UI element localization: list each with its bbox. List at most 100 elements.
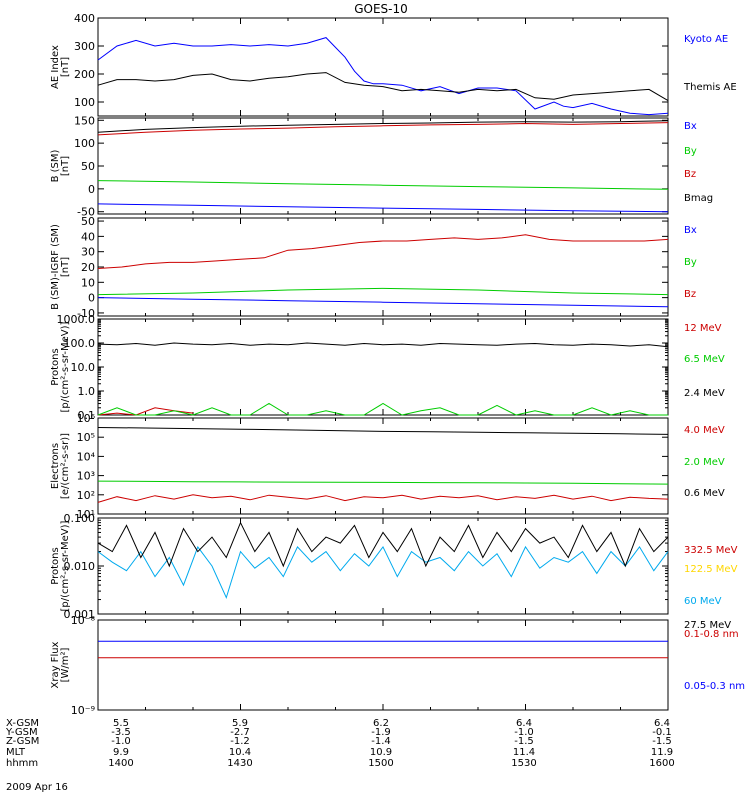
y-tick-label: 100 (74, 137, 95, 150)
panel-frame (97, 619, 669, 711)
ephemeris-value: 10.9 (370, 747, 392, 758)
panel-frame (97, 417, 669, 515)
y-axis-unit: [nT] (60, 156, 71, 176)
ephemeris-value: -3.5 (111, 727, 131, 738)
series-line-2-4-mev (97, 342, 669, 348)
y-axis-label: AE Index (50, 45, 61, 89)
legend-label: 2.4 MeV (684, 388, 725, 399)
ephemeris-value: 5.5 (113, 718, 129, 729)
y-tick-label: 10⁴ (77, 450, 96, 463)
ephemeris-value: 10.4 (229, 747, 251, 758)
series-line-27-5-mev (97, 521, 669, 568)
series-line-0-6-mev (97, 427, 669, 435)
y-tick-label: 0 (88, 183, 95, 196)
y-axis-label: Protons (50, 547, 61, 584)
legend-label: 122.5 MeV (684, 564, 738, 575)
series-line-6-5-mev (97, 402, 668, 416)
panel-2: -50 0 50 100 150 B (SM) [nT] Bx By Bz Bmag (50, 114, 713, 218)
ephemeris-value: -1.9 (371, 727, 391, 738)
panel-5: 10¹ 10² 10³ 10⁴ 10⁵ 10⁶ Electrons [e/(cm²-s-sr)… (50, 412, 725, 521)
y-tick-label: 400 (74, 12, 95, 25)
ephemeris-value: 11.9 (651, 747, 673, 758)
ephemeris-value: 1600 (649, 758, 674, 769)
y-tick-label: 0.001 (64, 608, 96, 621)
y-tick-label: 30 (81, 246, 95, 259)
series-line-bx (97, 203, 669, 213)
ephemeris-value: 1530 (511, 758, 536, 769)
legend-label: 4.0 MeV (684, 425, 725, 436)
legend-label: 0.6 MeV (684, 488, 725, 499)
legend-label: Bz (684, 169, 696, 180)
y-tick-label: -10 (77, 307, 95, 320)
ephemeris-value: -2.7 (230, 727, 250, 738)
ephemeris-value: 1430 (227, 758, 252, 769)
panel-frame (97, 217, 669, 317)
y-tick-label: 10³ (77, 470, 95, 483)
date-label: 2009 Apr 16 (6, 782, 68, 793)
legend-label: Bz (684, 289, 696, 300)
legend-label: By (684, 257, 697, 268)
y-axis-unit: [nT] (60, 57, 71, 77)
y-axis-unit: [p/(cm²-s-sr-MeV)] (60, 321, 71, 412)
series-line-by (97, 180, 669, 190)
y-tick-label: 40 (81, 230, 95, 243)
y-tick-label: 100.0 (64, 337, 96, 350)
y-tick-label: 1.0 (78, 385, 96, 398)
y-tick-label: 10² (77, 489, 95, 502)
y-tick-label: 10⁻⁸ (71, 614, 96, 627)
y-tick-label: 50 (81, 215, 95, 228)
legend-label: By (684, 146, 697, 157)
figure-title: GOES-10 (354, 2, 408, 16)
ephemeris-value: -0.1 (652, 727, 672, 738)
legend-label: Themis AE (683, 82, 737, 93)
panel-1: 100 200 300 400 AE Index [nT] Kyoto AE Themis A… (50, 12, 737, 117)
series-line-60-mev (97, 545, 669, 600)
y-tick-label: 0.1 (78, 409, 96, 422)
legend-label: 0.1-0.8 nm (684, 629, 739, 640)
panel-7: 10⁻⁹ 10⁻⁸ Xray Flux [W/m²] 0.1-0.8 nm 0.05-0.… (50, 614, 745, 717)
legend-label: 12 MeV (684, 323, 722, 334)
y-axis-label: Protons (50, 348, 61, 385)
series-line-by (97, 287, 669, 296)
y-tick-label: 1000.0 (57, 313, 96, 326)
ephemeris-value: 1400 (108, 758, 133, 769)
legend-label: Kyoto AE (684, 34, 728, 45)
y-tick-label: 150 (74, 114, 95, 127)
series-line-bx (97, 297, 669, 308)
ephemeris-row-label: MLT (6, 747, 26, 758)
ephemeris-value: 11.4 (513, 747, 535, 758)
ephemeris-row-label: Z-GSM (6, 736, 39, 747)
series-line-themis-ae (97, 72, 669, 102)
y-axis-label: Xray Flux (50, 641, 61, 688)
y-axis-label: B (SM) (50, 149, 61, 182)
panel-frame (97, 17, 669, 117)
ephemeris-value: 6.2 (373, 718, 389, 729)
y-tick-label: 0.010 (64, 560, 96, 573)
panel-6: 0.001 0.010 0.100 Protons [p/(cm²-s-sr-MeV)]… (50, 512, 738, 631)
series-line-bz (97, 122, 669, 136)
ephemeris-value: 1500 (368, 758, 393, 769)
y-tick-label: -50 (77, 206, 95, 219)
y-tick-label: 10.0 (71, 361, 96, 374)
ephemeris-value: -1.4 (371, 736, 391, 747)
ephemeris-value: 9.9 (113, 747, 129, 758)
y-axis-label: B (SM)-IGRF (SM) (50, 224, 61, 310)
y-axis-label: Electrons (50, 443, 61, 489)
ephemeris-value: -1.5 (652, 736, 672, 747)
y-tick-label: 10 (81, 276, 95, 289)
panel-frame (97, 318, 669, 416)
panel-frame (97, 117, 669, 215)
ephemeris-row-label: X-GSM (6, 718, 39, 729)
legend-label: 6.5 MeV (684, 354, 725, 365)
series-line-bz (97, 234, 669, 269)
y-axis-unit: [W/m²] (60, 647, 71, 682)
legend-label: 60 MeV (684, 596, 722, 607)
legend-label: Bx (684, 121, 697, 132)
panel-4: 0.1 1.0 10.0 100.0 1000.0 Protons [p/(cm²-s-sr… (50, 313, 725, 422)
series-line-bmag (97, 120, 669, 133)
y-tick-label: 0.100 (64, 512, 96, 525)
ephemeris-value: 6.4 (654, 718, 670, 729)
ephemeris-value: -1.0 (514, 727, 534, 738)
